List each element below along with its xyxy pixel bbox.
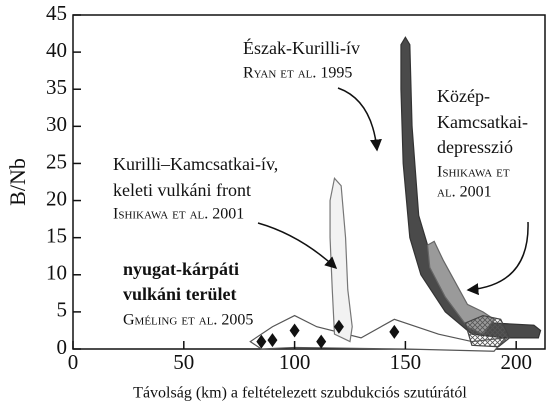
annotation: Észak-Kurilli-ív (243, 37, 360, 58)
x-axis-label: Távolság (km) a feltételezett szubdukció… (133, 385, 467, 402)
annotation: Ishikawa et (437, 164, 510, 181)
field (400, 36, 542, 339)
arrow (257, 222, 338, 270)
field (464, 314, 511, 348)
x-tick-label: 0 (68, 350, 79, 374)
y-tick-label: 10 (46, 261, 67, 285)
annotation: Gméling et al. 2005 (123, 312, 253, 329)
y-axis-label: B/Nb (5, 158, 30, 206)
y-tick-label: 40 (46, 38, 67, 62)
diamond-point (389, 324, 400, 339)
x-tick-label: 150 (390, 350, 422, 374)
y-tick-label: 20 (46, 186, 67, 210)
diamond-point (316, 334, 327, 349)
annotation: vulkáni terület (123, 284, 237, 304)
annotation: Közép- (437, 86, 490, 106)
diamond-point (267, 333, 278, 348)
annotation: Ishikawa et al. 2001 (113, 206, 244, 223)
diamond-point (256, 334, 267, 349)
arrows (257, 87, 529, 296)
annotation: nyugat-kárpáti (123, 259, 239, 279)
y-tick-label: 5 (57, 298, 68, 322)
y-tick-label: 25 (46, 149, 67, 173)
diamond-point (333, 319, 344, 334)
plot-frame (72, 14, 546, 350)
field (329, 176, 353, 343)
y-tick-label: 30 (46, 112, 67, 136)
annotation: keleti vulkáni front (113, 180, 251, 200)
y-tick-label: 15 (46, 223, 67, 247)
annotation: Kurilli–Kamcsatkai-ív, (113, 154, 278, 174)
arrow (337, 87, 382, 152)
diamond-point (289, 323, 300, 338)
annotation: al. 2001 (437, 184, 492, 201)
arrow (466, 221, 529, 296)
field (249, 314, 507, 352)
x-tick-label: 200 (500, 350, 532, 374)
annotations: Észak-Kurilli-ív Ryan et al. 1995 Közép-… (113, 37, 528, 329)
y-tick-label: 45 (46, 1, 67, 25)
y-tick-label: 35 (46, 75, 67, 99)
y-tick-label: 0 (57, 335, 68, 359)
annotation: Kamcsatkai- (437, 112, 528, 132)
annotation: Ryan et al. 1995 (243, 65, 352, 82)
annotation: depresszió (437, 137, 513, 157)
x-tick-label: 100 (279, 350, 311, 374)
x-tick-label: 50 (173, 350, 194, 374)
